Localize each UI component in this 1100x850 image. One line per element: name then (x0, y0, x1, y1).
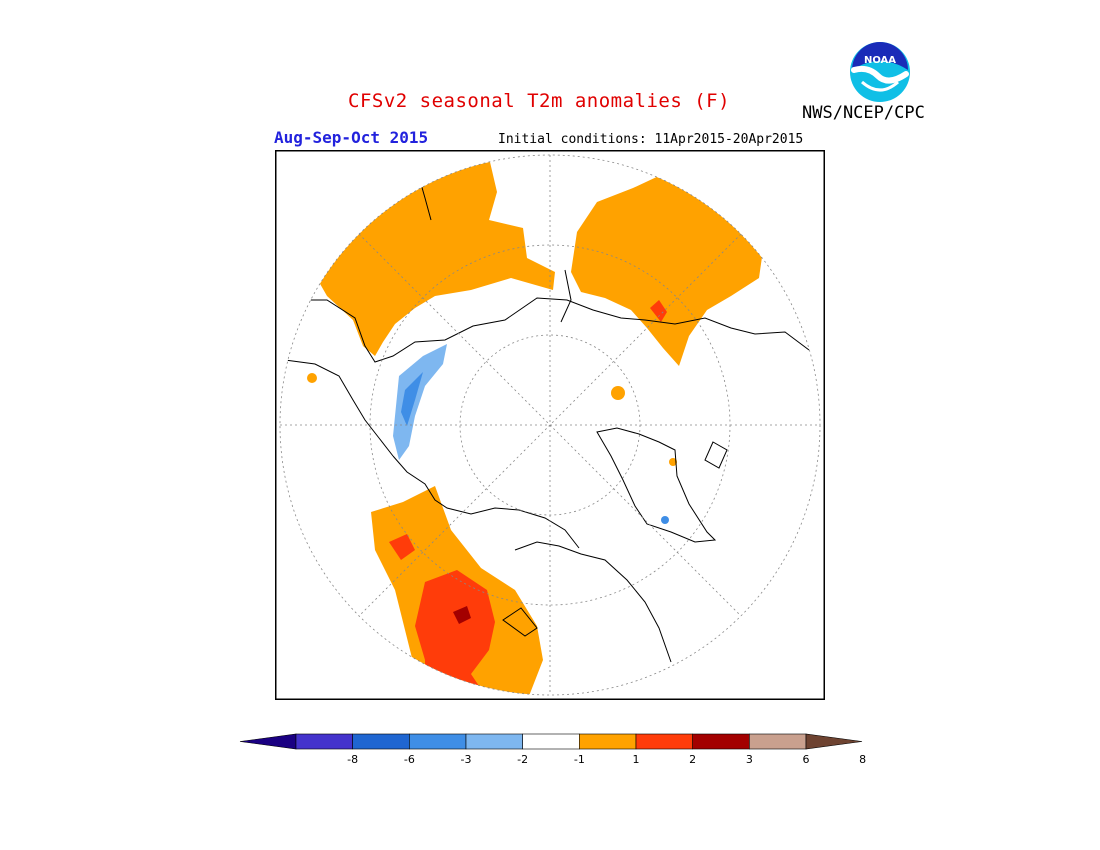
anomaly-region-north-america-darkred (453, 606, 471, 624)
colorbar-tick-label: 6 (803, 753, 810, 766)
colorbar-tick-label: -3 (461, 753, 472, 766)
colorbar-tick-label: 2 (689, 753, 696, 766)
anomaly-region-cool-band (393, 344, 447, 460)
coastlines (284, 169, 810, 663)
chart-title: CFSv2 seasonal T2m anomalies (F) (348, 90, 731, 112)
colorbar-bin (635, 733, 693, 750)
initial-conditions-label: Initial conditions: 11Apr2015-20Apr2015 (498, 132, 804, 147)
anomaly-region-cool-patch (661, 516, 669, 524)
colorbar-tick-label: -1 (574, 753, 585, 766)
colorbar-bin (749, 733, 807, 750)
anomaly-region-north-america-red-2 (389, 534, 415, 560)
graticule (279, 154, 821, 696)
anomaly-region-greenland-patch (669, 458, 677, 466)
colorbar: -8 -6 -3 -2 -1 1 2 3 6 8 (239, 733, 866, 766)
colorbar-bin (465, 733, 523, 750)
colorbar-bin-min-arrow (239, 733, 297, 750)
anomaly-region-arctic-patch-2 (307, 373, 317, 383)
colorbar-bin (692, 733, 750, 750)
colorbar-bin (409, 733, 467, 750)
season-label: Aug-Sep-Oct 2015 (274, 128, 429, 147)
noaa-logo: NOAA (850, 42, 910, 102)
colorbar-tick-label: -8 (347, 753, 358, 766)
colorbar-tick-label: 8 (859, 753, 866, 766)
anomaly-region-eurasia-east (571, 174, 763, 366)
anomaly-region-siberia-patch (650, 300, 667, 322)
anomaly-region-cool-band-dark (401, 372, 423, 426)
colorbar-tick-label: -6 (404, 753, 415, 766)
map-frame (275, 150, 825, 700)
colorbar-bin (295, 733, 353, 750)
colorbar-bin-max-arrow (805, 733, 863, 750)
colorbar-tick-label: 1 (633, 753, 640, 766)
anomaly-region-arctic-patch-1 (611, 386, 625, 400)
colorbar-bin (352, 733, 410, 750)
agency-label: NWS/NCEP/CPC (802, 103, 925, 123)
colorbar-bin (522, 733, 580, 750)
polar-anomaly-map (275, 150, 825, 700)
colorbar-tick-label: 3 (746, 753, 753, 766)
colorbar-bin (579, 733, 637, 750)
logo-lettering: NOAA (864, 55, 896, 66)
anomaly-region-north-america-red (415, 570, 495, 695)
colorbar-tick-label: -2 (517, 753, 528, 766)
